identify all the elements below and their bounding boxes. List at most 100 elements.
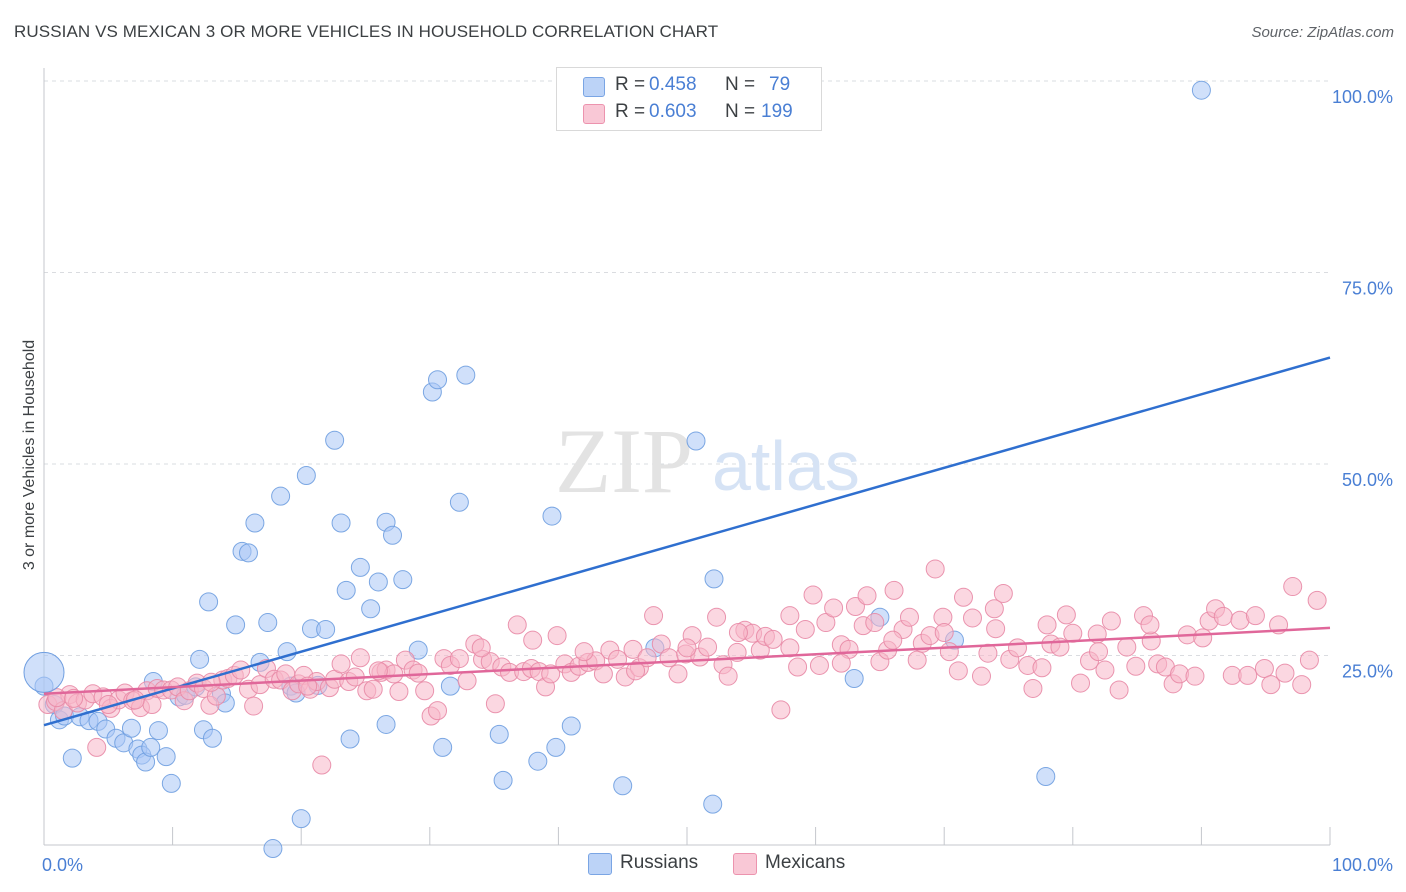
russian-point	[368, 572, 388, 592]
legend-n-value: 199	[761, 101, 793, 122]
watermark: ZIP atlas	[555, 410, 860, 512]
legend-r-value: 0.603	[649, 101, 697, 122]
mexican-point	[626, 661, 646, 681]
mexican-point	[1126, 656, 1146, 676]
russian-point	[383, 525, 403, 545]
russian-point	[316, 619, 336, 639]
legend-n-value: 79	[769, 74, 791, 95]
russian-point	[703, 794, 723, 814]
mexican-point	[803, 585, 823, 605]
tick-label-layer: 25.0% 50.0% 75.0% 100.0% 0.0% 100.0%	[42, 87, 1393, 875]
mexican-point	[971, 666, 991, 686]
stats-legend: R = 0.458 N = 79 R = 0.603 N = 199	[556, 67, 822, 131]
russian-point	[263, 839, 283, 859]
mexican-point	[763, 629, 783, 649]
russian-point	[336, 580, 356, 600]
mexican-point	[1117, 637, 1137, 657]
russian-point	[489, 724, 509, 744]
russian-point	[23, 651, 65, 693]
mexican-point	[1307, 590, 1327, 610]
mexican-point	[831, 653, 851, 673]
russian-point	[376, 714, 396, 734]
mexican-point	[1193, 628, 1213, 648]
mexican-point	[457, 671, 477, 691]
mexican-point	[547, 626, 567, 646]
legend-n-label: N =	[725, 74, 756, 95]
russian-point	[245, 513, 265, 533]
mexican-point	[244, 696, 264, 716]
mexican-point	[899, 607, 919, 627]
russian-point	[456, 365, 476, 385]
mexican-point	[1238, 665, 1258, 685]
legend-r-value: 0.458	[649, 74, 697, 95]
mexican-point	[1140, 615, 1160, 635]
russians-swatch	[583, 77, 605, 97]
x-tick-label: 100.0%	[1332, 855, 1393, 875]
mexican-point	[1261, 675, 1281, 695]
grid-layer	[44, 80, 1330, 656]
russian-point	[325, 430, 345, 450]
mexicans-legend-label: Mexicans	[765, 852, 846, 873]
mexican-point	[507, 615, 527, 635]
russian-point	[199, 592, 219, 612]
russians-legend-label: Russians	[620, 852, 699, 873]
legend-r-label: R =	[615, 101, 646, 122]
mexican-point	[883, 630, 903, 650]
russian-point	[528, 751, 548, 771]
russian-point	[296, 465, 316, 485]
russian-point	[258, 613, 278, 633]
mexican-point	[728, 623, 748, 643]
russian-point	[428, 370, 448, 390]
mexicans-legend-swatch	[733, 853, 757, 875]
mexican-point	[1109, 680, 1129, 700]
mexican-point	[884, 580, 904, 600]
russian-point	[613, 776, 633, 796]
mexican-point	[857, 586, 877, 606]
russian-point	[62, 748, 82, 768]
russian-point	[141, 737, 161, 757]
russian-point	[161, 773, 181, 793]
mexican-point	[925, 559, 945, 579]
mexican-point	[1141, 631, 1161, 651]
russian-point	[493, 770, 513, 790]
mexican-point	[795, 619, 815, 639]
chart-title: RUSSIAN VS MEXICAN 3 OR MORE VEHICLES IN…	[14, 22, 719, 41]
mexican-point	[523, 630, 543, 650]
russian-point	[121, 718, 141, 738]
mexican-point	[1283, 577, 1303, 597]
mexican-point	[623, 639, 643, 659]
russian-point	[561, 716, 581, 736]
mexican-point	[350, 648, 370, 668]
mexican-point	[471, 638, 491, 658]
mexican-point	[1008, 638, 1028, 658]
russians-trend-line	[43, 356, 1331, 727]
russian-point	[433, 737, 453, 757]
russian-point	[449, 492, 469, 512]
mexican-point	[644, 606, 664, 626]
mexican-point	[1071, 673, 1091, 693]
mexican-point	[780, 606, 800, 626]
mexican-point	[677, 638, 697, 658]
y-tick-label: 50.0%	[1342, 470, 1393, 490]
legend-r-label: R =	[615, 74, 646, 95]
mexican-point	[1101, 611, 1121, 631]
source-label: Source: ZipAtlas.com	[1251, 24, 1394, 41]
russian-point	[546, 737, 566, 757]
mexican-point	[1056, 605, 1076, 625]
mexican-point	[907, 650, 927, 670]
mexican-point	[953, 587, 973, 607]
mexican-point	[1089, 642, 1109, 662]
watermark-zip: ZIP	[555, 410, 693, 512]
mexican-point	[993, 583, 1013, 603]
russian-point	[704, 569, 724, 589]
mexican-point	[574, 642, 594, 662]
russian-point	[271, 486, 291, 506]
watermark-atlas: atlas	[712, 427, 860, 505]
mexican-point	[1185, 666, 1205, 686]
mexican-point	[816, 613, 836, 633]
russians-legend-swatch	[588, 853, 612, 875]
mexicans-trend-line	[43, 626, 1331, 696]
mexican-point	[1023, 678, 1043, 698]
mexican-point	[984, 599, 1004, 619]
